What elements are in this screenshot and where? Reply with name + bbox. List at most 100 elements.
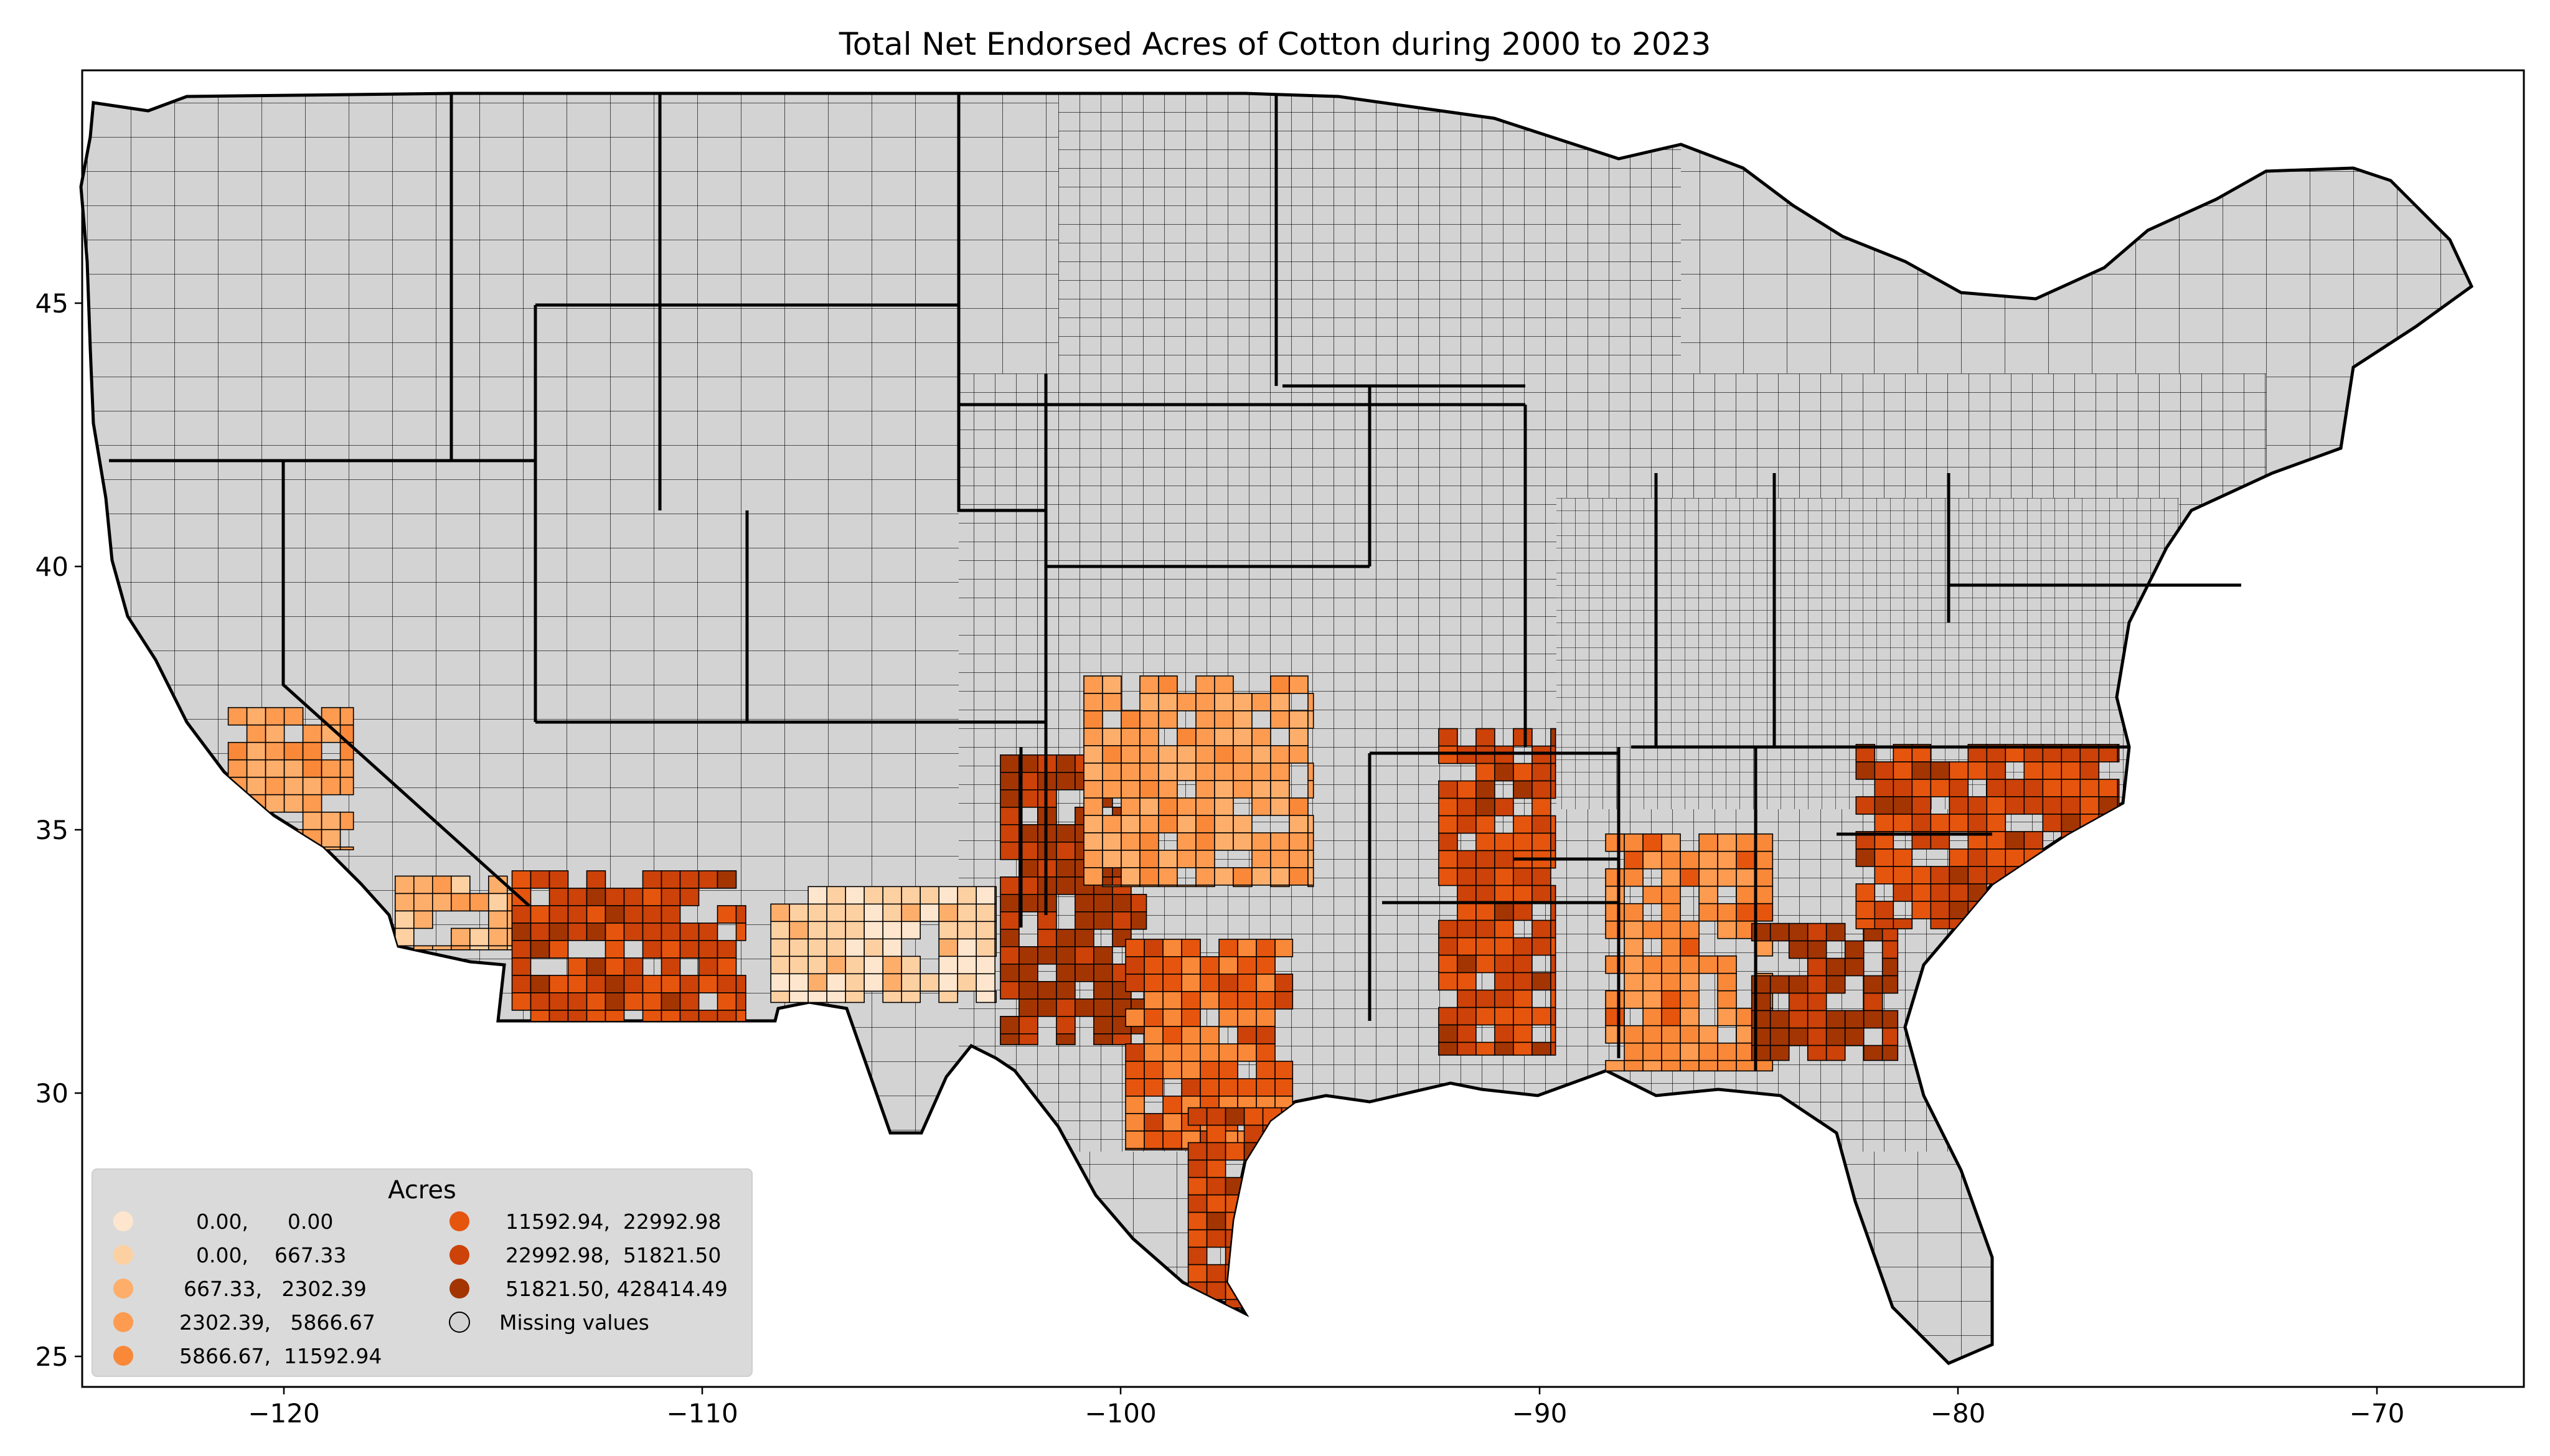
- county-cell: [1270, 693, 1290, 712]
- county-cell: [265, 776, 285, 796]
- county-cell: [1214, 710, 1234, 729]
- county-cell: [1251, 797, 1271, 816]
- county-cell: [506, 928, 513, 947]
- county-cell: [1494, 797, 1514, 817]
- county-cell: [1019, 1016, 1038, 1035]
- county-cell: [2005, 779, 2025, 797]
- county-cell: [1531, 919, 1551, 939]
- county-cell: [1475, 1007, 1495, 1026]
- county-cell: [1139, 745, 1159, 764]
- county-cell: [1494, 902, 1514, 921]
- county-cell: [1187, 1194, 1208, 1213]
- county-cell: [1531, 780, 1551, 799]
- county-cell: [605, 940, 625, 959]
- county-cell: [511, 870, 532, 889]
- county-cell: [1237, 974, 1257, 992]
- legend-swatch: [113, 1211, 133, 1231]
- county-cell: [1121, 867, 1141, 886]
- county-cell: [1075, 946, 1094, 965]
- county-cell: [548, 905, 569, 924]
- county-cell: [1162, 956, 1182, 975]
- county-cell: [1807, 992, 1827, 1012]
- county-cell: [1206, 1264, 1226, 1283]
- county-cell: [1121, 832, 1141, 851]
- county-cell: [1698, 1042, 1718, 1061]
- county-cell: [976, 973, 995, 992]
- county-cell: [1177, 797, 1197, 816]
- county-cell: [1754, 1059, 1774, 1072]
- county-cell: [1307, 815, 1314, 834]
- county-cell: [1736, 850, 1756, 870]
- county-cell: [1144, 1078, 1164, 1097]
- county-cell: [2117, 779, 2120, 797]
- county-cell: [1680, 937, 1700, 957]
- legend-item: Missing values: [449, 1310, 649, 1335]
- county-cell: [1075, 911, 1094, 930]
- legend-item: 5866.67, 11592.94: [113, 1344, 382, 1368]
- county-cell: [717, 870, 737, 889]
- county-cell: [1233, 693, 1253, 712]
- legend: Acres 0.00, 0.00 0.00, 667.33 667.33, 23…: [92, 1168, 753, 1377]
- county-cell: [1863, 992, 1883, 1012]
- county-cell: [1494, 1041, 1514, 1056]
- county-cell: [642, 923, 662, 941]
- county-cell: [1256, 1026, 1276, 1045]
- county-cell: [1093, 981, 1113, 1000]
- county-cell: [1550, 763, 1556, 782]
- county-cell: [735, 905, 746, 924]
- county-cell: [605, 957, 625, 976]
- county-cell: [1624, 937, 1644, 957]
- county-cell: [1475, 815, 1495, 834]
- county-cell: [431, 875, 452, 895]
- county-cell: [394, 910, 415, 929]
- legend-swatch: [113, 1245, 133, 1265]
- county-cell: [1093, 964, 1113, 982]
- county-cell: [1289, 832, 1309, 851]
- county-cell: [1624, 833, 1644, 852]
- county-cell: [1093, 894, 1113, 913]
- county-cell: [882, 990, 902, 1003]
- county-cell: [882, 921, 902, 940]
- county-cell: [845, 973, 865, 992]
- county-cell: [1807, 1010, 1827, 1029]
- legend-swatch: [113, 1279, 133, 1299]
- county-cell: [938, 903, 958, 923]
- county-cell: [1680, 868, 1700, 887]
- county-cell: [807, 886, 827, 905]
- county-cell: [1475, 797, 1495, 817]
- county-cell: [2061, 779, 2081, 797]
- county-cell: [661, 957, 681, 976]
- county-cell: [1237, 1026, 1257, 1045]
- county-cell: [1513, 815, 1533, 834]
- county-cell: [1144, 956, 1164, 975]
- county-cell: [1139, 815, 1159, 834]
- county-cell: [1717, 1007, 1737, 1026]
- county-cell: [227, 741, 248, 761]
- county-cell: [1930, 883, 1950, 902]
- county-cell: [1513, 937, 1533, 956]
- county-cell: [394, 875, 415, 895]
- county-cell: [1717, 868, 1737, 887]
- county-cell: [1754, 833, 1774, 852]
- county-cell: [1807, 1027, 1827, 1046]
- county-cell: [431, 945, 452, 951]
- county-cell: [530, 940, 550, 959]
- legend-swatch: [449, 1279, 469, 1299]
- county-cell: [586, 888, 606, 906]
- county-cell: [1000, 1033, 1020, 1045]
- county-cell: [1513, 1024, 1533, 1043]
- county-cell: [1680, 990, 1700, 1009]
- county-cell: [1457, 954, 1477, 974]
- county-cell: [1874, 848, 1894, 867]
- county-cell: [1949, 901, 1969, 919]
- county-cell: [1986, 761, 2007, 780]
- county-cell: [2117, 744, 2120, 763]
- county-cell: [1214, 815, 1234, 834]
- county-cell: [1986, 848, 2007, 867]
- county-cell: [642, 870, 662, 889]
- county-cell: [1457, 1007, 1477, 1026]
- county-cell: [938, 973, 958, 992]
- county-cell: [1256, 1008, 1276, 1027]
- county-cell: [567, 888, 588, 906]
- county-cell: [1177, 885, 1197, 888]
